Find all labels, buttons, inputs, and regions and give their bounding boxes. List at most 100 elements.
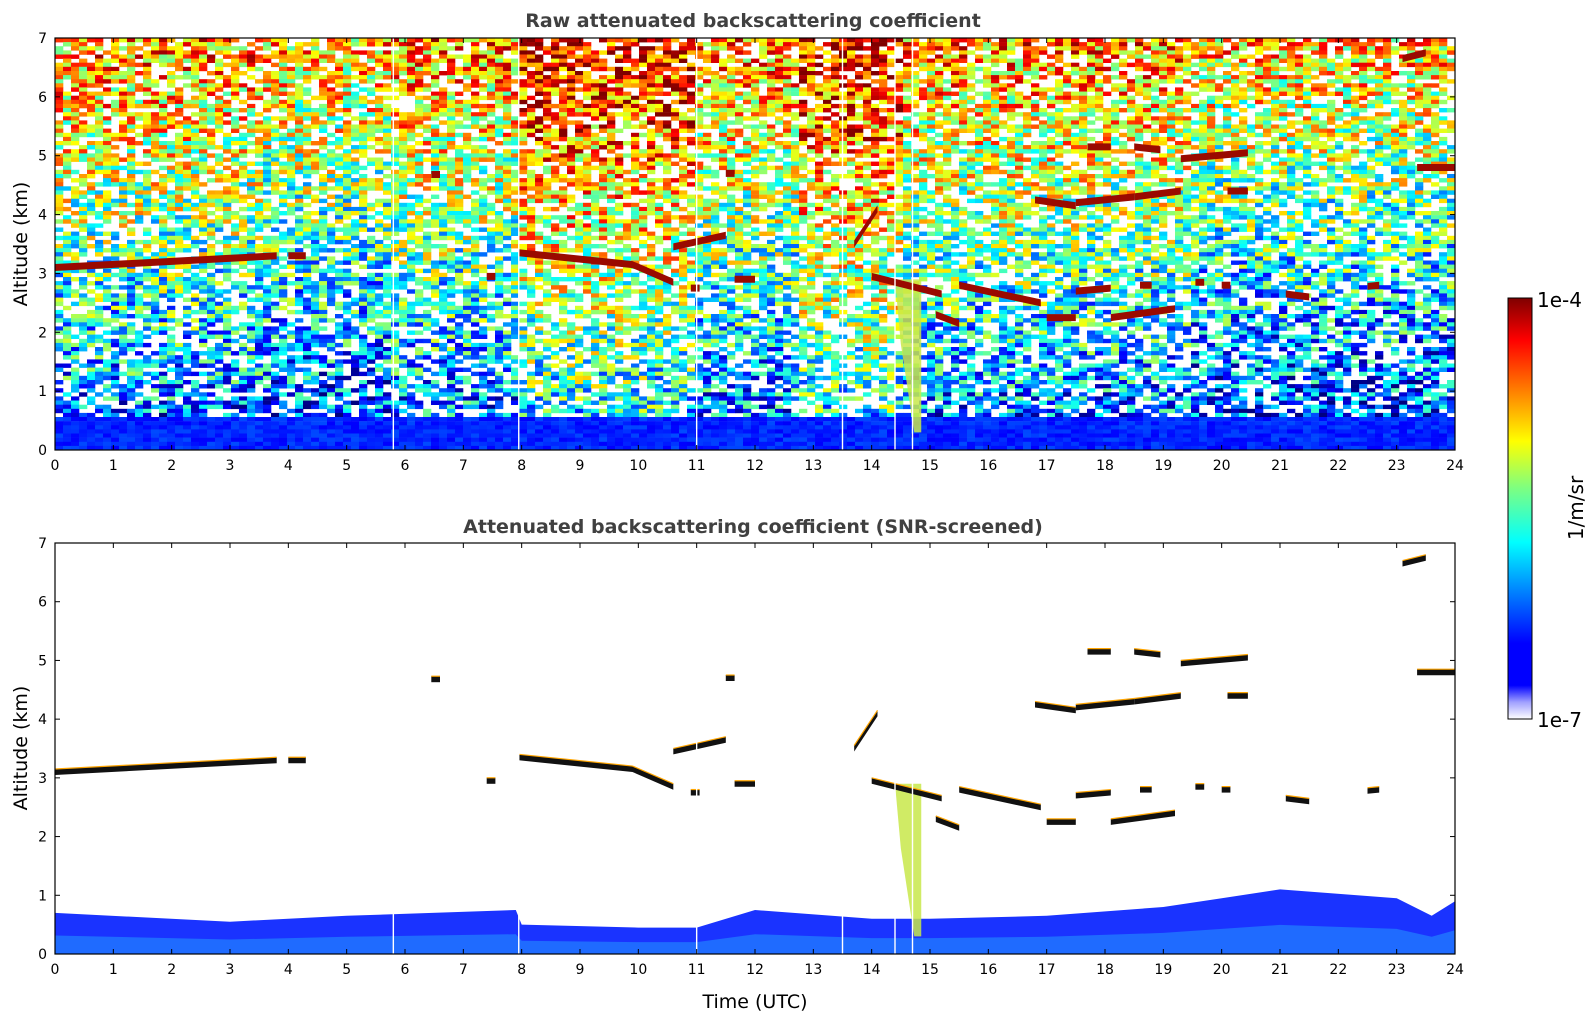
x-tick-label: 8 bbox=[517, 458, 526, 474]
x-tick-label: 9 bbox=[576, 962, 585, 978]
cloud-layer-edge bbox=[1110, 809, 1176, 820]
x-tick-label: 24 bbox=[1446, 458, 1464, 474]
x-axis-raw: 0 1 2 3 4 5 6 7 8 9 10 11 12 13 14 15 16 17 18 19 20 21 22 23 24 bbox=[51, 38, 1464, 474]
x-tick-label: 5 bbox=[342, 458, 351, 474]
y-axis-raw: 0 1 2 3 4 5 6 7 bbox=[38, 31, 1455, 459]
x-tick-label: 24 bbox=[1446, 962, 1464, 978]
cloud-layer bbox=[1227, 187, 1248, 195]
y-tick-label: 0 bbox=[38, 947, 47, 963]
cloud-layer-edge bbox=[1134, 648, 1161, 653]
cloud-layer bbox=[673, 231, 726, 251]
cloud-layer bbox=[55, 757, 277, 775]
x-tick-label: 11 bbox=[688, 458, 706, 474]
cloud-layer-edge bbox=[1285, 794, 1310, 799]
fall-streak bbox=[895, 783, 922, 937]
cloud-layer bbox=[935, 311, 960, 327]
chart-title-raw: Raw attenuated backscattering coefficien… bbox=[525, 10, 981, 32]
cloud-layer bbox=[1087, 143, 1111, 151]
x-tick-label: 16 bbox=[979, 458, 997, 474]
x-tick-label: 11 bbox=[688, 962, 706, 978]
y-axis-label-snr: Altitude (km) bbox=[10, 686, 32, 811]
cloud-layer bbox=[1180, 654, 1248, 667]
x-tick-label: 19 bbox=[1154, 962, 1172, 978]
cloud-layer bbox=[1195, 278, 1205, 286]
cloud-layer bbox=[632, 766, 674, 790]
cloud-layer bbox=[632, 261, 674, 286]
x-tick-label: 13 bbox=[804, 458, 822, 474]
cloud-layer bbox=[1075, 193, 1135, 207]
cloud-layer bbox=[1221, 281, 1231, 289]
cloud-layer-edge bbox=[1075, 788, 1111, 794]
noise-field bbox=[55, 38, 1455, 450]
cloud-layer-edge bbox=[55, 756, 277, 770]
x-tick-label: 23 bbox=[1388, 962, 1406, 978]
cloud-layer bbox=[288, 757, 306, 764]
y-tick-label: 2 bbox=[38, 325, 47, 341]
heatmap-raw bbox=[55, 38, 1455, 450]
x-tick-label: 0 bbox=[51, 458, 60, 474]
cloud-layer bbox=[734, 780, 755, 787]
x-tick-label: 14 bbox=[863, 458, 881, 474]
y-tick-label: 5 bbox=[38, 149, 47, 165]
cloud-layer bbox=[1134, 692, 1181, 705]
y-tick-label: 6 bbox=[38, 595, 47, 611]
x-tick-label: 21 bbox=[1271, 458, 1289, 474]
panel-raw-backscatter: Raw attenuated backscattering coefficien… bbox=[10, 10, 1464, 474]
x-axis-snr: 0 1 2 3 4 5 6 7 8 9 10 11 12 13 14 15 16 17 18 19 20 21 22 23 24 bbox=[51, 543, 1464, 978]
cloud-layer-edge bbox=[935, 815, 960, 826]
x-tick-label: 10 bbox=[629, 458, 647, 474]
cloud-layer bbox=[1110, 810, 1175, 825]
y-tick-label: 1 bbox=[38, 384, 47, 400]
x-tick-label: 23 bbox=[1388, 458, 1406, 474]
cloud-layer bbox=[486, 777, 496, 784]
x-tick-label: 21 bbox=[1271, 962, 1289, 978]
x-tick-label: 12 bbox=[746, 962, 764, 978]
x-tick-label: 17 bbox=[1038, 962, 1056, 978]
x-tick-label: 16 bbox=[979, 962, 997, 978]
colorbar-unit-label: 1/m/sr bbox=[1564, 475, 1588, 540]
cloud-layer bbox=[1417, 164, 1455, 171]
y-axis-label-raw: Altitude (km) bbox=[10, 182, 32, 307]
y-tick-label: 0 bbox=[38, 443, 47, 459]
y-tick-label: 3 bbox=[38, 266, 47, 282]
x-tick-label: 14 bbox=[863, 962, 881, 978]
cloud-layer bbox=[1035, 196, 1076, 210]
cloud-layer bbox=[1046, 818, 1076, 825]
x-tick-label: 20 bbox=[1213, 458, 1231, 474]
colorbar-max-label: 1e-4 bbox=[1537, 288, 1582, 312]
x-tick-label: 12 bbox=[746, 458, 764, 474]
cloud-layer bbox=[871, 272, 942, 298]
x-tick-label: 4 bbox=[284, 458, 293, 474]
x-tick-label: 22 bbox=[1329, 962, 1347, 978]
x-tick-label: 22 bbox=[1329, 458, 1347, 474]
cloud-layer bbox=[1367, 786, 1380, 794]
x-tick-label: 8 bbox=[517, 962, 526, 978]
fall-streak bbox=[895, 279, 922, 433]
x-tick-label: 10 bbox=[629, 962, 647, 978]
x-tick-label: 4 bbox=[284, 962, 293, 978]
cloud-layer bbox=[1227, 692, 1248, 699]
x-axis-label-time: Time (UTC) bbox=[701, 991, 807, 1013]
y-tick-label: 5 bbox=[38, 653, 47, 669]
colorbar-gradient bbox=[1507, 297, 1533, 720]
cloud-layer-edge bbox=[1367, 786, 1380, 789]
cloud-layer bbox=[1140, 281, 1152, 289]
y-tick-label: 7 bbox=[38, 536, 47, 552]
cloud-layer-edge bbox=[518, 753, 633, 767]
cloud-layer bbox=[959, 281, 1041, 307]
y-tick-label: 1 bbox=[38, 888, 47, 904]
boundary-layer-core bbox=[55, 924, 1455, 954]
cloud-layer bbox=[1221, 786, 1231, 793]
x-tick-label: 3 bbox=[226, 458, 235, 474]
x-tick-label: 19 bbox=[1154, 458, 1172, 474]
x-tick-label: 5 bbox=[342, 962, 351, 978]
heatmap-snr bbox=[55, 543, 1455, 954]
heatmap-content-snr bbox=[55, 543, 1455, 954]
cloud-layer-edge bbox=[871, 777, 942, 796]
cloud-layer bbox=[725, 169, 735, 177]
cloud-layer bbox=[1417, 669, 1455, 676]
cloud-layer bbox=[690, 284, 700, 292]
colorbar-min-label: 1e-7 bbox=[1537, 708, 1582, 732]
cloud-layer-edge bbox=[959, 786, 1041, 805]
cloud-layer bbox=[1087, 648, 1111, 655]
